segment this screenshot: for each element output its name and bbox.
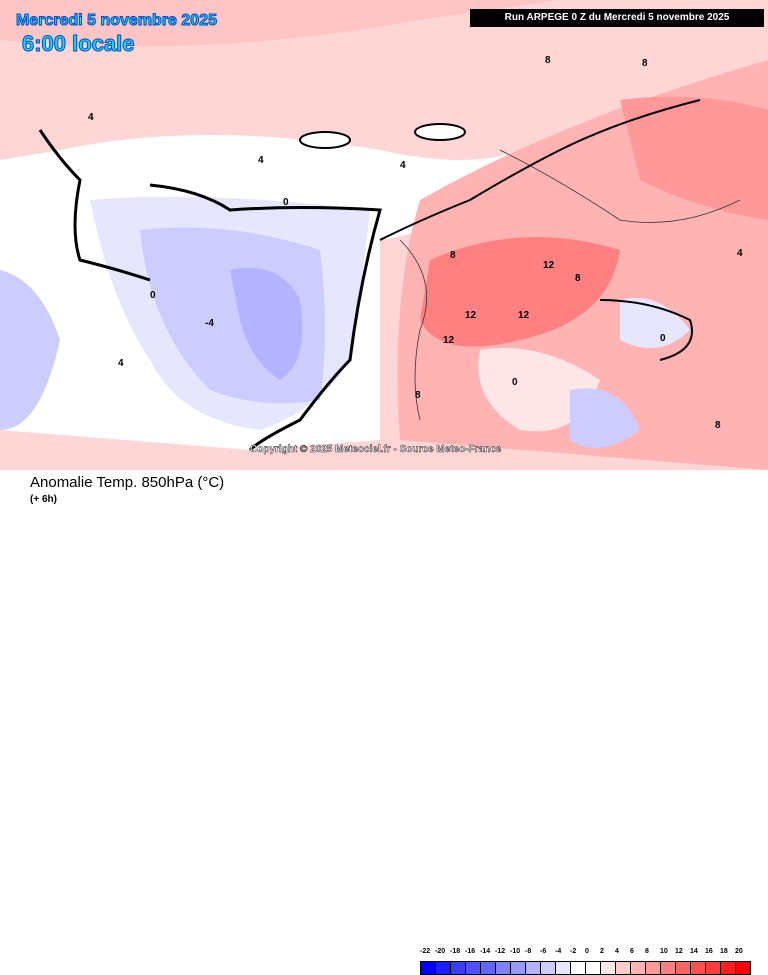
run-info: Run ARPEGE 0 Z du Mercredi 5 novembre 20…	[470, 9, 764, 27]
weather-map: 12 12 12 12 8 8 8 8 4 4 4 0 0 0 -4 4 8 8…	[0, 0, 768, 470]
legend-swatch	[691, 962, 706, 974]
legend-swatch	[631, 962, 646, 974]
legend-label: 20	[735, 948, 743, 955]
legend-swatch	[586, 962, 601, 974]
legend-swatch	[601, 962, 616, 974]
legend-swatch	[436, 962, 451, 974]
contour-label: 12	[518, 310, 530, 321]
color-legend: -22 -20 -18 -16 -14 -12 -10 -8 -6 -4 -2 0 2 4 6 8 10 12 14…	[420, 948, 751, 975]
contour-label: 0	[660, 333, 666, 344]
legend-swatch	[571, 962, 586, 974]
legend-swatch	[736, 962, 750, 974]
contour-label: -4	[205, 318, 214, 329]
contour-label: 8	[715, 420, 721, 431]
map-subtitle: (+ 6h)	[30, 494, 57, 505]
legend-swatch	[481, 962, 496, 974]
contour-label: 12	[543, 260, 555, 271]
forecast-date: Mercredi 5 novembre 2025	[16, 12, 218, 30]
legend-swatch	[706, 962, 721, 974]
contour-label: 4	[258, 155, 264, 166]
copyright: Copyright © 2025 Meteociel.fr - Source M…	[250, 444, 502, 455]
legend-swatch	[451, 962, 466, 974]
contour-label: 0	[150, 290, 156, 301]
contour-label: 8	[545, 55, 551, 66]
contour-label: 12	[443, 335, 455, 346]
legend-swatch	[496, 962, 511, 974]
contour-label: 4	[737, 248, 743, 259]
legend-swatch	[526, 962, 541, 974]
legend-swatch	[646, 962, 661, 974]
legend-swatch	[511, 962, 526, 974]
map-title: Anomalie Temp. 850hPa (°C)	[30, 474, 225, 491]
legend-swatch	[556, 962, 571, 974]
contour-label: 4	[118, 358, 124, 369]
map-shading	[0, 0, 768, 470]
contour-label: 0	[512, 377, 518, 388]
contour-label: 8	[450, 250, 456, 261]
legend-swatch	[421, 962, 436, 974]
legend-swatch	[466, 962, 481, 974]
contour-label: 8	[575, 273, 581, 284]
contour-label: 12	[465, 310, 477, 321]
contour-label: 8	[415, 390, 421, 401]
legend-swatch	[541, 962, 556, 974]
legend-swatch	[661, 962, 676, 974]
contour-label: 0	[283, 197, 289, 208]
contour-label: 8	[642, 58, 648, 69]
contour-label: 4	[400, 160, 406, 171]
footer: Anomalie Temp. 850hPa (°C) (+ 6h) -22 -20…	[0, 470, 768, 975]
contour-label: 4	[88, 112, 94, 123]
legend-swatch	[721, 962, 736, 974]
legend-swatch	[616, 962, 631, 974]
legend-swatch	[676, 962, 691, 974]
forecast-time: 6:00 locale	[22, 31, 136, 57]
